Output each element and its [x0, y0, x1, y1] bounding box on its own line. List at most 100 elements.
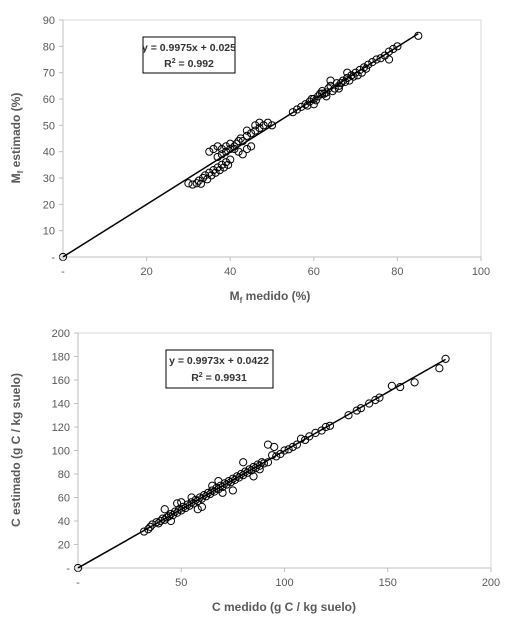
- data-point: [309, 94, 318, 104]
- data-point: [296, 434, 306, 443]
- data-point: [389, 44, 398, 54]
- data-point: [242, 131, 252, 140]
- data-point: [209, 166, 218, 175]
- r-squared-label: R2 = 0.992: [164, 58, 214, 70]
- data-point: [152, 518, 161, 527]
- r-squared-prefix: R: [164, 58, 172, 70]
- data-point: [239, 458, 248, 467]
- data-point: [338, 76, 348, 85]
- x-tick-label: 20: [140, 266, 152, 278]
- x-axis-title-main: M: [230, 289, 240, 303]
- y-axis-title-subscript: f: [16, 170, 25, 173]
- data-point: [344, 411, 353, 420]
- data-point: [253, 460, 262, 469]
- data-point: [288, 442, 297, 452]
- equation-box: [142, 36, 236, 74]
- data-point: [230, 144, 239, 154]
- plot-area: [77, 332, 492, 569]
- data-point: [309, 100, 318, 109]
- data-point: [217, 150, 226, 159]
- data-point: [356, 404, 366, 413]
- data-point: [355, 65, 364, 75]
- data-point: [209, 144, 218, 154]
- data-point: [251, 126, 260, 135]
- data-point: [251, 121, 260, 130]
- data-point: [242, 126, 252, 135]
- data-point: [207, 171, 216, 180]
- x-tick-label: -: [61, 266, 65, 278]
- data-point: [197, 502, 206, 511]
- data-point: [234, 137, 243, 146]
- data-point: [414, 31, 423, 40]
- data-point: [267, 121, 277, 130]
- x-tick-labels: - 50 100 150 200: [76, 568, 500, 589]
- data-point: [228, 474, 237, 483]
- y-tick-label: -: [66, 563, 70, 575]
- data-point: [301, 100, 310, 109]
- y-tick-label: 40: [43, 147, 55, 159]
- x-tick-label: 150: [379, 577, 397, 589]
- r-squared-superscript: 2: [199, 372, 203, 379]
- x-tick-label: 60: [308, 266, 320, 278]
- data-point: [297, 102, 306, 112]
- data-point: [321, 422, 330, 432]
- data-point: [170, 507, 180, 516]
- chart-moisture: - 20 40 60 80 100 - 10 20 30 40 50 60 70 80 90 y = 0.9…: [9, 15, 490, 305]
- data-point: [156, 516, 165, 526]
- data-point: [196, 179, 206, 188]
- data-point: [221, 158, 231, 167]
- data-point: [324, 84, 333, 93]
- y-tick-label: 80: [58, 469, 70, 481]
- data-point: [387, 381, 396, 390]
- data-point: [221, 147, 231, 156]
- y-tick-label: 10: [43, 226, 55, 238]
- data-point: [214, 476, 223, 486]
- regression-line: [77, 358, 446, 569]
- x-tick-label: 40: [224, 266, 236, 278]
- data-point: [364, 60, 373, 69]
- data-point: [284, 445, 293, 454]
- data-point: [384, 47, 394, 56]
- data-point: [259, 121, 268, 130]
- y-axis-title: C estimado (g C / kg suelo): [9, 373, 23, 527]
- data-point: [268, 451, 277, 460]
- data-point: [334, 84, 343, 93]
- data-point: [263, 458, 273, 467]
- data-point: [280, 446, 289, 455]
- y-tick-label: -: [51, 252, 55, 264]
- y-tick-label: 200: [52, 328, 70, 340]
- data-point: [311, 96, 320, 105]
- data-point: [237, 469, 246, 479]
- data-point: [179, 502, 188, 511]
- data-point: [226, 144, 235, 154]
- data-point: [255, 465, 264, 474]
- y-tick-label: 60: [58, 493, 70, 505]
- x-axis-title: Mf medido (%): [230, 289, 311, 305]
- y-tick-label: 160: [52, 375, 70, 387]
- data-point: [249, 472, 258, 481]
- data-point: [384, 55, 394, 64]
- data-point: [166, 516, 176, 526]
- data-point: [353, 71, 362, 80]
- equation-box: [165, 349, 274, 389]
- data-point: [259, 459, 268, 468]
- data-point: [303, 101, 312, 110]
- data-point: [351, 68, 360, 77]
- data-point: [234, 147, 243, 156]
- data-point: [241, 467, 250, 476]
- data-point: [208, 481, 217, 490]
- data-point: [272, 452, 281, 461]
- data-point: [326, 76, 335, 85]
- data-point: [247, 129, 256, 138]
- data-point: [305, 432, 314, 441]
- r-squared-superscript: 2: [172, 58, 176, 65]
- data-point: [146, 522, 155, 531]
- chart-carbon: - 50 100 150 200 - 20 40 60 80 100 120 140 160 180 200…: [9, 328, 500, 614]
- data-point: [164, 512, 173, 521]
- data-point: [347, 71, 356, 80]
- data-point: [188, 180, 197, 189]
- y-tick-label: 60: [43, 94, 55, 106]
- data-point: [441, 354, 450, 363]
